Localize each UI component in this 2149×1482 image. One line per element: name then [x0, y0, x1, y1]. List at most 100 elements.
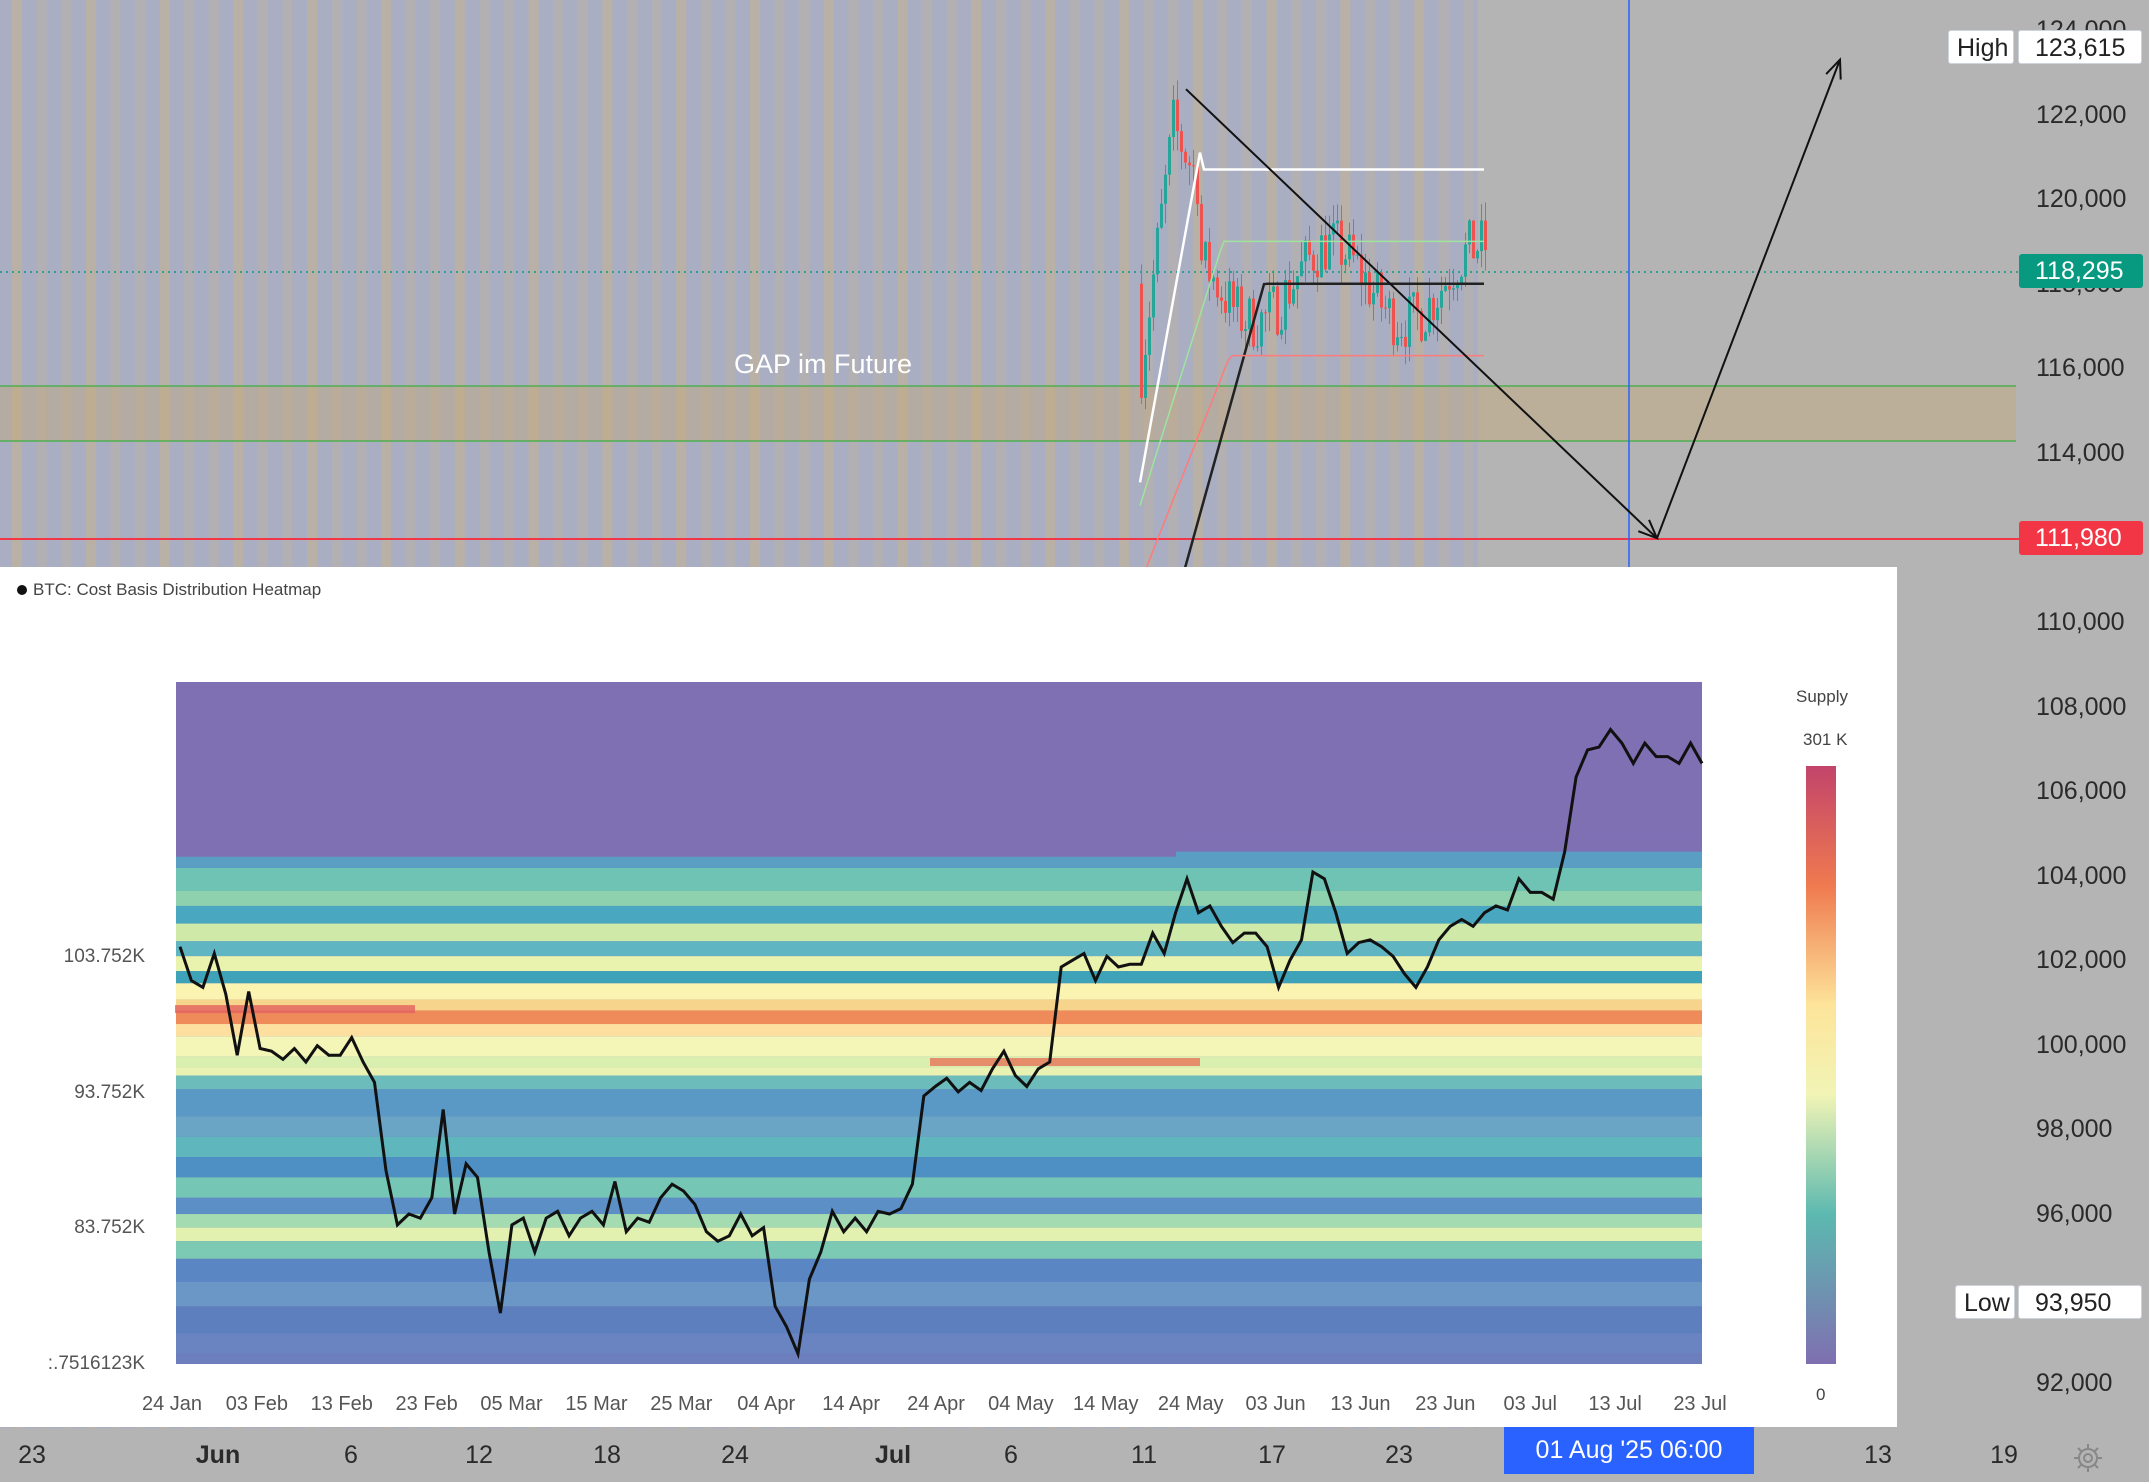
heatmap-band — [176, 923, 1702, 942]
low-tag-label: Low — [1955, 1285, 2015, 1319]
time-axis-label: 18 — [593, 1441, 621, 1469]
candle-body — [1220, 297, 1223, 301]
candle-body — [1232, 281, 1235, 307]
heatmap-x-tick-label: 13 Jul — [1588, 1393, 1642, 1415]
price-axis-label: 110,000 — [2036, 607, 2125, 636]
candle-body — [1484, 220, 1487, 251]
candle-body — [1304, 240, 1307, 262]
low-tag-value: 93,950 — [2018, 1285, 2142, 1319]
heatmap-band — [176, 1024, 1702, 1037]
candle-body — [1432, 297, 1435, 321]
heatmap-band — [176, 999, 1702, 1011]
candle-body — [1192, 165, 1195, 167]
price-axis-label: 96,000 — [2036, 1199, 2113, 1228]
candle-body — [1392, 298, 1395, 346]
support-level-tag: 111,980 — [2019, 521, 2143, 555]
heatmap-y-tick-label: 83.752K — [74, 1217, 145, 1239]
candle-body — [1424, 332, 1427, 341]
projection-down-line — [1185, 88, 1658, 539]
candle-body — [1416, 292, 1419, 312]
candle-body — [1480, 220, 1483, 252]
candle-body — [1340, 220, 1343, 265]
candle-body — [1380, 272, 1383, 308]
time-axis-label: 13 — [1864, 1441, 1892, 1469]
time-axis-label: 12 — [465, 1441, 493, 1469]
heatmap-x-tick-label: 24 Jan — [141, 1393, 203, 1415]
candle-body — [1420, 311, 1423, 341]
candle-body — [1348, 234, 1351, 260]
heatmap-empty-region — [176, 682, 1176, 857]
candle-body — [1388, 298, 1391, 309]
time-axis-label: 19 — [1990, 1441, 2018, 1469]
current-price-tag: 118,295 — [2019, 254, 2143, 288]
heatmap-x-tick-label: 24 Apr — [907, 1393, 965, 1415]
colorbar-min-label: 0 — [1816, 1385, 1826, 1404]
heatmap-band — [176, 1333, 1702, 1354]
price-axis-label: 98,000 — [2036, 1115, 2113, 1144]
heatmap-band — [176, 1177, 1702, 1198]
candle-body — [1428, 297, 1431, 333]
crosshair-time-tag: 01 Aug '25 06:00 — [1504, 1426, 1754, 1474]
candle-body — [1464, 244, 1467, 277]
colorbar-title: Supply — [1796, 687, 1848, 706]
candle-body — [1216, 277, 1219, 298]
projection-arrowhead-down — [1637, 519, 1659, 540]
candle-body — [1440, 290, 1443, 308]
time-axis-label: 6 — [1004, 1441, 1018, 1469]
time-axis-label: 23 — [1385, 1441, 1413, 1469]
heatmap-band — [176, 1258, 1702, 1282]
candle-body — [1336, 220, 1339, 224]
heatmap-y-tick-label: 93.752K — [74, 1081, 145, 1103]
projection-arrowhead-up — [1825, 57, 1842, 80]
heatmap-band — [176, 1281, 1702, 1307]
heatmap-hotspot — [930, 1058, 1200, 1067]
heatmap-band — [176, 1227, 1702, 1242]
projection-arrows[interactable] — [1185, 57, 1842, 540]
candle-body — [1176, 99, 1179, 132]
heatmap-x-tick-label: 23 Jul — [1673, 1393, 1727, 1415]
candle-body — [1456, 284, 1459, 289]
candle-body — [1316, 270, 1319, 278]
heatmap-band — [176, 1353, 1702, 1364]
candlestick-series — [1140, 80, 1487, 410]
candle-body — [1224, 300, 1227, 313]
heatmap-canvas — [175, 682, 1836, 1364]
gap-annotation: GAP im Future — [734, 349, 912, 379]
heatmap-band — [176, 1306, 1702, 1334]
candle-body — [1400, 336, 1403, 338]
time-axis-label: Jul — [874, 1441, 912, 1469]
candle-body — [1228, 281, 1231, 313]
price-axis-label: 100,000 — [2036, 1030, 2127, 1059]
candle-body — [1208, 242, 1211, 282]
candle-body — [1288, 280, 1291, 304]
time-axis-label: 24 — [721, 1441, 749, 1469]
candle-body — [1280, 329, 1283, 335]
candle-body — [1156, 227, 1159, 275]
heatmap-x-tick-label: 23 Jun — [1415, 1393, 1476, 1415]
candle-body — [1448, 285, 1451, 290]
vwap-white-line — [1138, 152, 1484, 483]
colorbar — [1806, 766, 1836, 1364]
heatmap-band — [176, 983, 1702, 1000]
time-axis-label: 23 — [18, 1441, 46, 1469]
price-axis-label: 104,000 — [2036, 861, 2127, 890]
time-axis-label: 17 — [1258, 1441, 1286, 1469]
candle-body — [1300, 261, 1303, 277]
heatmap-x-tick-label: 14 Apr — [822, 1393, 881, 1415]
heatmap-y-tick-label: 103.752K — [63, 945, 145, 967]
high-tag-value: 123,615 — [2018, 30, 2142, 64]
time-axis-label: Jun — [195, 1441, 241, 1469]
candle-body — [1152, 274, 1155, 318]
heatmap-x-tick-label: 24 May — [1157, 1393, 1224, 1415]
candle-body — [1144, 354, 1147, 398]
price-axis-label: 116,000 — [2036, 354, 2125, 383]
heatmap-band — [176, 1157, 1702, 1178]
candle-body — [1260, 312, 1263, 347]
candle-body — [1460, 276, 1463, 285]
gap-zone — [0, 386, 2016, 441]
settings-gear-icon[interactable] — [2070, 1440, 2106, 1476]
candle-body — [1184, 151, 1187, 163]
heatmap-x-tick-label: 04 May — [988, 1393, 1054, 1415]
heatmap-band — [176, 1116, 1702, 1137]
candle-body — [1272, 286, 1275, 292]
